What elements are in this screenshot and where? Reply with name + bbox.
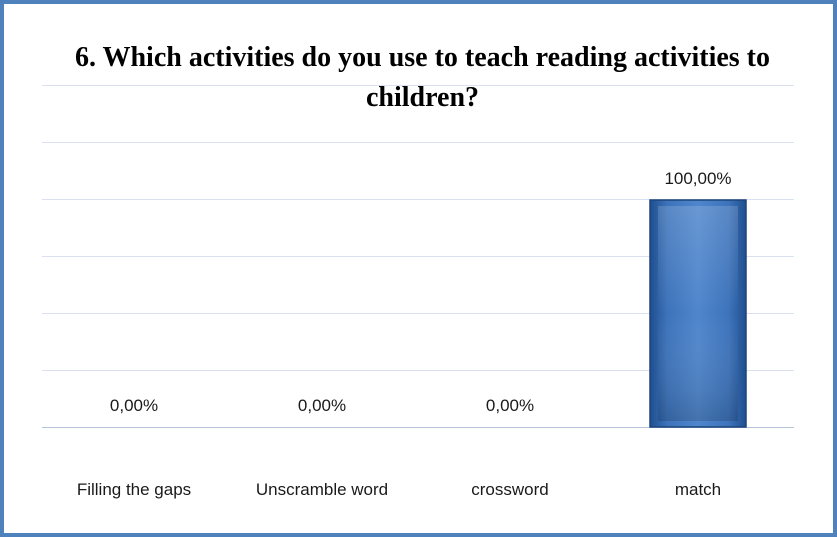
bar — [649, 199, 747, 428]
category-label: Unscramble word — [256, 480, 388, 499]
data-label: 0,00% — [110, 396, 158, 415]
chart-title: 6. Which activities do you use to teach … — [74, 42, 771, 113]
category-label: crossword — [471, 480, 548, 499]
data-label: 0,00% — [298, 396, 346, 415]
chart-plot-area: 0,00% Filling the gaps 0,00% Unscramble wor… — [42, 85, 794, 499]
bar-highlight — [658, 206, 738, 421]
category-label: Filling the gaps — [77, 480, 191, 499]
data-label: 0,00% — [486, 396, 534, 415]
data-label: 100,00% — [664, 169, 731, 188]
category-label: match — [675, 480, 721, 499]
